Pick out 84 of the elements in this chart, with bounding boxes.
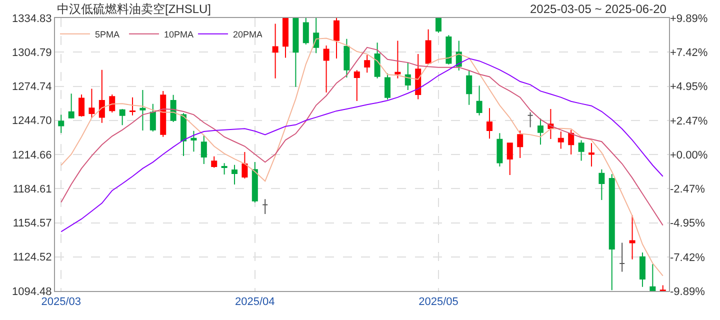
candlestick	[660, 284, 666, 291]
candlestick	[109, 94, 116, 114]
candlestick	[608, 174, 615, 291]
candlestick	[242, 151, 248, 180]
candlestick	[170, 94, 176, 122]
line-series	[60, 38, 664, 276]
y2-tick-label: +9.89%	[670, 12, 708, 25]
y-tick-label: 1334.83	[12, 12, 52, 25]
chart-title: 中汉低硫燃料油卖空[ZHSLU]	[57, 2, 212, 16]
candlestick	[292, 18, 299, 88]
candlestick	[446, 34, 452, 65]
candlestick	[140, 90, 146, 131]
candlestick	[232, 164, 238, 186]
candlestick	[436, 18, 442, 34]
candlestick	[619, 242, 626, 272]
y-tick-label: 1214.66	[12, 149, 52, 162]
candlestick	[578, 140, 584, 162]
candlestick	[119, 108, 126, 126]
x-tick-label: 2025/05	[418, 296, 458, 308]
y2-tick-label: +7.42%	[670, 46, 708, 59]
candlestick	[629, 214, 636, 260]
candlestick	[364, 54, 370, 74]
candlestick	[588, 142, 594, 167]
y-tick-label: 1184.61	[12, 183, 52, 196]
candlestick	[98, 69, 105, 124]
candlestick	[190, 130, 197, 152]
candlestick	[598, 168, 605, 200]
y2-tick-label: +0.00%	[670, 149, 708, 162]
candlestick	[496, 132, 503, 167]
candlestick	[323, 45, 330, 94]
candlestick	[517, 130, 524, 158]
y2-tick-label: -7.42%	[670, 252, 706, 264]
candlestick	[384, 72, 390, 100]
candlestick	[252, 162, 258, 203]
y-tick-label: 1124.52	[12, 252, 52, 264]
candlestick	[476, 85, 482, 116]
legend-label: 10PMA	[164, 29, 194, 40]
candlestick	[374, 42, 380, 79]
candlestick	[221, 162, 228, 175]
candlestick	[58, 114, 64, 134]
x-tick-label: 2025/04	[235, 296, 275, 308]
y2-tick-label: +2.47%	[670, 115, 708, 128]
candlestick	[211, 156, 218, 168]
candlestick	[313, 18, 320, 54]
candlestick	[354, 70, 360, 102]
candlestick	[200, 134, 207, 164]
candlestick	[639, 252, 646, 288]
candlestick	[272, 23, 278, 79]
candlestick	[506, 142, 513, 176]
candlestick	[88, 88, 95, 118]
candlestick	[486, 108, 492, 140]
candlestick	[302, 18, 309, 45]
candlestick	[334, 18, 340, 59]
candlestick	[68, 93, 74, 119]
candlestick	[568, 129, 574, 156]
candlestick	[160, 90, 166, 138]
candlestick	[425, 28, 432, 65]
y-tick-label: 1244.70	[12, 115, 52, 128]
candlestick	[150, 103, 156, 132]
y2-tick-label: +4.95%	[670, 81, 708, 94]
candlestick	[394, 40, 401, 79]
chart-subtitle: 2025-03-05 ~ 2025-06-20	[530, 2, 667, 16]
candlestick	[262, 198, 268, 214]
candlestick	[78, 94, 85, 118]
candlestick	[415, 54, 422, 100]
candlestick	[282, 18, 288, 58]
candlestick	[344, 38, 350, 78]
y2-tick-label: -9.89%	[670, 286, 706, 298]
candlestick	[180, 112, 187, 157]
legend-label: 5PMA	[95, 29, 120, 40]
candlestick	[527, 112, 534, 128]
y-tick-label: 1304.79	[12, 46, 52, 59]
y2-tick-label: -2.47%	[670, 183, 706, 196]
candlestick	[130, 96, 136, 116]
candlestick	[650, 264, 656, 291]
candlestick	[466, 70, 472, 106]
y-tick-label: 1154.57	[12, 218, 52, 230]
y-tick-label: 1274.74	[12, 81, 52, 94]
y2-tick-label: -4.95%	[670, 218, 706, 230]
candlestick	[537, 118, 544, 146]
candlestick	[404, 62, 411, 91]
x-tick-label: 2025/03	[41, 296, 82, 308]
y-tick-label: 1094.48	[12, 286, 52, 298]
candlestick	[558, 131, 564, 150]
